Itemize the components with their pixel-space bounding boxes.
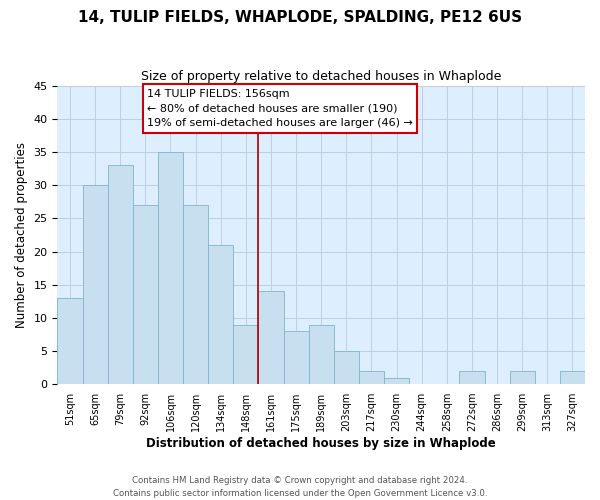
Text: Contains HM Land Registry data © Crown copyright and database right 2024.
Contai: Contains HM Land Registry data © Crown c… — [113, 476, 487, 498]
Bar — [233, 324, 259, 384]
Title: Size of property relative to detached houses in Whaplode: Size of property relative to detached ho… — [141, 70, 502, 83]
Bar — [107, 165, 133, 384]
Bar — [183, 205, 208, 384]
Bar — [259, 292, 284, 384]
Bar — [560, 371, 585, 384]
Bar — [83, 185, 107, 384]
Text: 14, TULIP FIELDS, WHAPLODE, SPALDING, PE12 6US: 14, TULIP FIELDS, WHAPLODE, SPALDING, PE… — [78, 10, 522, 25]
Bar — [308, 324, 334, 384]
Bar — [334, 351, 359, 384]
Y-axis label: Number of detached properties: Number of detached properties — [15, 142, 28, 328]
Bar — [58, 298, 83, 384]
Bar — [133, 205, 158, 384]
Bar — [158, 152, 183, 384]
Bar — [509, 371, 535, 384]
Bar — [460, 371, 485, 384]
Bar — [359, 371, 384, 384]
Text: 14 TULIP FIELDS: 156sqm
← 80% of detached houses are smaller (190)
19% of semi-d: 14 TULIP FIELDS: 156sqm ← 80% of detache… — [147, 88, 413, 128]
Bar — [284, 331, 308, 384]
X-axis label: Distribution of detached houses by size in Whaplode: Distribution of detached houses by size … — [146, 437, 496, 450]
Bar — [384, 378, 409, 384]
Bar — [208, 245, 233, 384]
